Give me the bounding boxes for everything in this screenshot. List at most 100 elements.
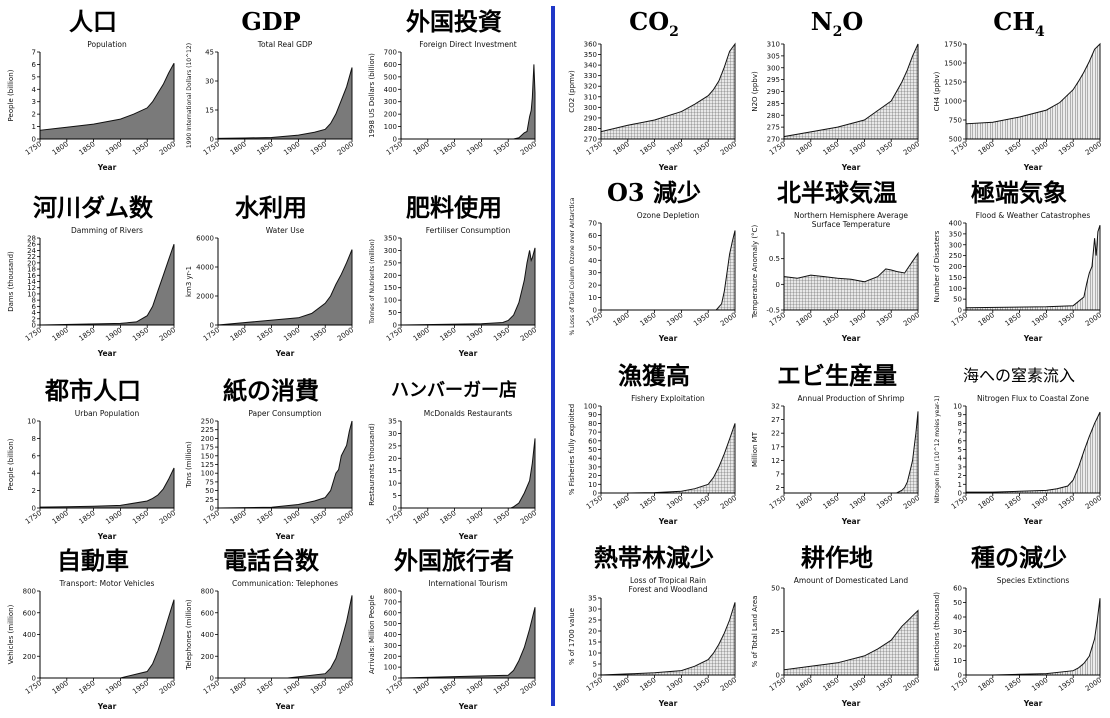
chart-panel-tourism: 外国旅行者 International Tourism 0 100 200 300 400 5… xyxy=(365,543,543,718)
y-tick-label: 250 xyxy=(201,418,214,426)
chart-svg: Population 0 1 2 3 4 5 6 7 1750 1800 1850 1900 1950 20… xyxy=(7,40,177,172)
chart-heading-subscript: 2 xyxy=(832,23,843,40)
x-tick-label: 1850 xyxy=(1004,676,1023,693)
y-tick-label: 35 xyxy=(588,595,597,603)
y-tick-label: 500 xyxy=(949,136,962,144)
y-tick-label: 60 xyxy=(588,232,597,240)
chart-axes xyxy=(400,421,535,509)
y-axis-label: % of 1700 value xyxy=(568,608,576,665)
x-tick-label: 1750 xyxy=(24,509,43,526)
x-tick-label: 1750 xyxy=(768,494,787,511)
x-tick-label: 1950 xyxy=(309,326,328,343)
chart-series-area xyxy=(401,438,536,509)
y-tick-label: 0 xyxy=(210,505,214,513)
y-axis-label: N2O (ppbv) xyxy=(751,71,759,112)
x-tick-label: 1800 xyxy=(977,311,996,328)
y-tick-label: 26 xyxy=(27,241,36,249)
y-tick-label: 0 xyxy=(32,322,36,330)
chart-svg: Amount of Domesticated Land 0 25 50 1750 1800… xyxy=(751,576,921,708)
x-tick-label: 1850 xyxy=(439,326,458,343)
chart-title: Nitrogen Flux to Coastal Zone xyxy=(977,394,1089,403)
x-tick-label: 1900 xyxy=(104,326,123,343)
chart-title-line: Northern Hemisphere Average xyxy=(794,211,908,220)
x-tick-label: 2000 xyxy=(902,311,921,328)
y-tick-label: 800 xyxy=(384,588,397,596)
x-tick-label: 1900 xyxy=(665,140,684,157)
x-tick-label: 1850 xyxy=(1004,140,1023,157)
y-tick-label: 275 xyxy=(767,124,780,132)
chart-heading-text: 自動車 xyxy=(57,547,129,575)
x-tick-label: 1950 xyxy=(1057,676,1076,693)
chart-svg: Water Use 0 2000 4000 6000 1750 1800 1850 1900 19… xyxy=(185,226,355,358)
chart-panel-fisheries: 漁獲高 Fishery Exploitation 0 10 20 30 40 50 60 70 80… xyxy=(565,358,743,533)
y-tick-label: 0 xyxy=(958,307,962,315)
chart-svg: International Tourism 0 100 200 300 400 500 600… xyxy=(368,579,538,711)
chart-series-area xyxy=(218,595,353,679)
y-tick-label: 350 xyxy=(384,235,397,243)
chart-title: Total Real GDP xyxy=(257,40,313,49)
chart-heading-text: 北半球気温 xyxy=(777,179,897,207)
y-tick-label: 8 xyxy=(32,435,36,443)
y-tick-label: 0 xyxy=(210,136,214,144)
chart-heading-text: 都市人口 xyxy=(45,377,141,405)
x-tick-label: 1750 xyxy=(24,679,43,696)
y-tick-label: 32 xyxy=(771,403,780,411)
y-tick-label: 25 xyxy=(771,628,780,636)
chart-axes xyxy=(783,406,918,494)
y-axis-label: % Fisheries fully exploited xyxy=(568,404,576,495)
y-axis-label: % Loss of Total Column Ozone over Antarc… xyxy=(569,197,576,335)
x-axis-label: Year xyxy=(275,702,295,711)
chart-heading-text: 外国投資 xyxy=(406,8,502,36)
y-axis-label: Dams (thousand) xyxy=(7,251,15,312)
chart-series-area xyxy=(217,249,353,326)
y-axis-label: Tons (million) xyxy=(185,441,193,489)
chart-heading-text: 海への窒素流入 xyxy=(962,366,1075,385)
chart-heading-text: 熱帯林減少 xyxy=(594,544,714,572)
x-tick-label: 1950 xyxy=(692,676,711,693)
chart-heading: 河川ダム数 xyxy=(4,190,182,226)
y-tick-label: 27 xyxy=(771,416,780,424)
chart-panel-fertiliser: 肥料使用 Fertiliser Consumption 0 50 100 150 200 25… xyxy=(365,190,543,365)
x-tick-label: 1850 xyxy=(639,311,658,328)
y-tick-label: 0 xyxy=(210,322,214,330)
y-tick-label: 25 xyxy=(388,442,397,450)
chart-series-area xyxy=(400,247,536,326)
chart-panel-nitrogen: 海への窒素流入 Nitrogen Flux to Coastal Zone 0 1 2 3… xyxy=(930,358,1108,533)
chart-heading-text: GDP xyxy=(241,7,301,36)
chart-heading-text: 種の減少 xyxy=(971,544,1067,572)
chart-panel-ozone: O3 減少 Ozone Depletion 0 10 20 30 40 50 60 70 1750 1… xyxy=(565,175,743,350)
y-tick-label: 300 xyxy=(384,98,397,106)
y-tick-label: 750 xyxy=(949,117,962,125)
chart-heading-text: CO xyxy=(629,7,670,36)
chart-series-area xyxy=(783,251,919,311)
y-tick-label: 800 xyxy=(23,588,36,596)
x-tick-label: 1900 xyxy=(1030,140,1049,157)
x-tick-label: 1850 xyxy=(439,140,458,157)
chart-heading: ハンバーガー店 xyxy=(365,373,543,409)
chart-heading: GDP xyxy=(182,4,360,40)
y-tick-label: 0 xyxy=(593,490,597,498)
y-tick-label: 175 xyxy=(201,444,214,452)
y-tick-label: 50 xyxy=(388,309,397,317)
y-tick-label: 20 xyxy=(588,628,597,636)
chart-title: Paper Consumption xyxy=(248,409,322,418)
y-tick-label: 350 xyxy=(584,51,597,59)
x-tick-label: 1900 xyxy=(848,494,867,511)
chart-panel-floods: 極端気象 Flood & Weather Catastrophes 0 50 100 15… xyxy=(930,175,1108,350)
chart-heading: エビ生産量 xyxy=(748,358,926,394)
chart-title: McDonalds Restaurants xyxy=(424,409,513,418)
y-tick-label: 50 xyxy=(588,446,597,454)
x-tick-label: 1900 xyxy=(104,140,123,157)
y-tick-label: 20 xyxy=(27,259,36,267)
chart-panel-telephones: 電話台数 Communication: Telephones 0 200 400 600 8… xyxy=(182,543,360,718)
x-tick-label: 1950 xyxy=(492,140,511,157)
y-axis-label: CH4 (ppbv) xyxy=(933,71,941,111)
y-tick-label: 100 xyxy=(384,297,397,305)
x-tick-label: 1800 xyxy=(229,509,248,526)
x-axis-label: Year xyxy=(841,163,861,172)
y-tick-label: 310 xyxy=(584,93,597,101)
chart-heading: 北半球気温 xyxy=(748,175,926,211)
x-tick-label: 1950 xyxy=(492,679,511,696)
